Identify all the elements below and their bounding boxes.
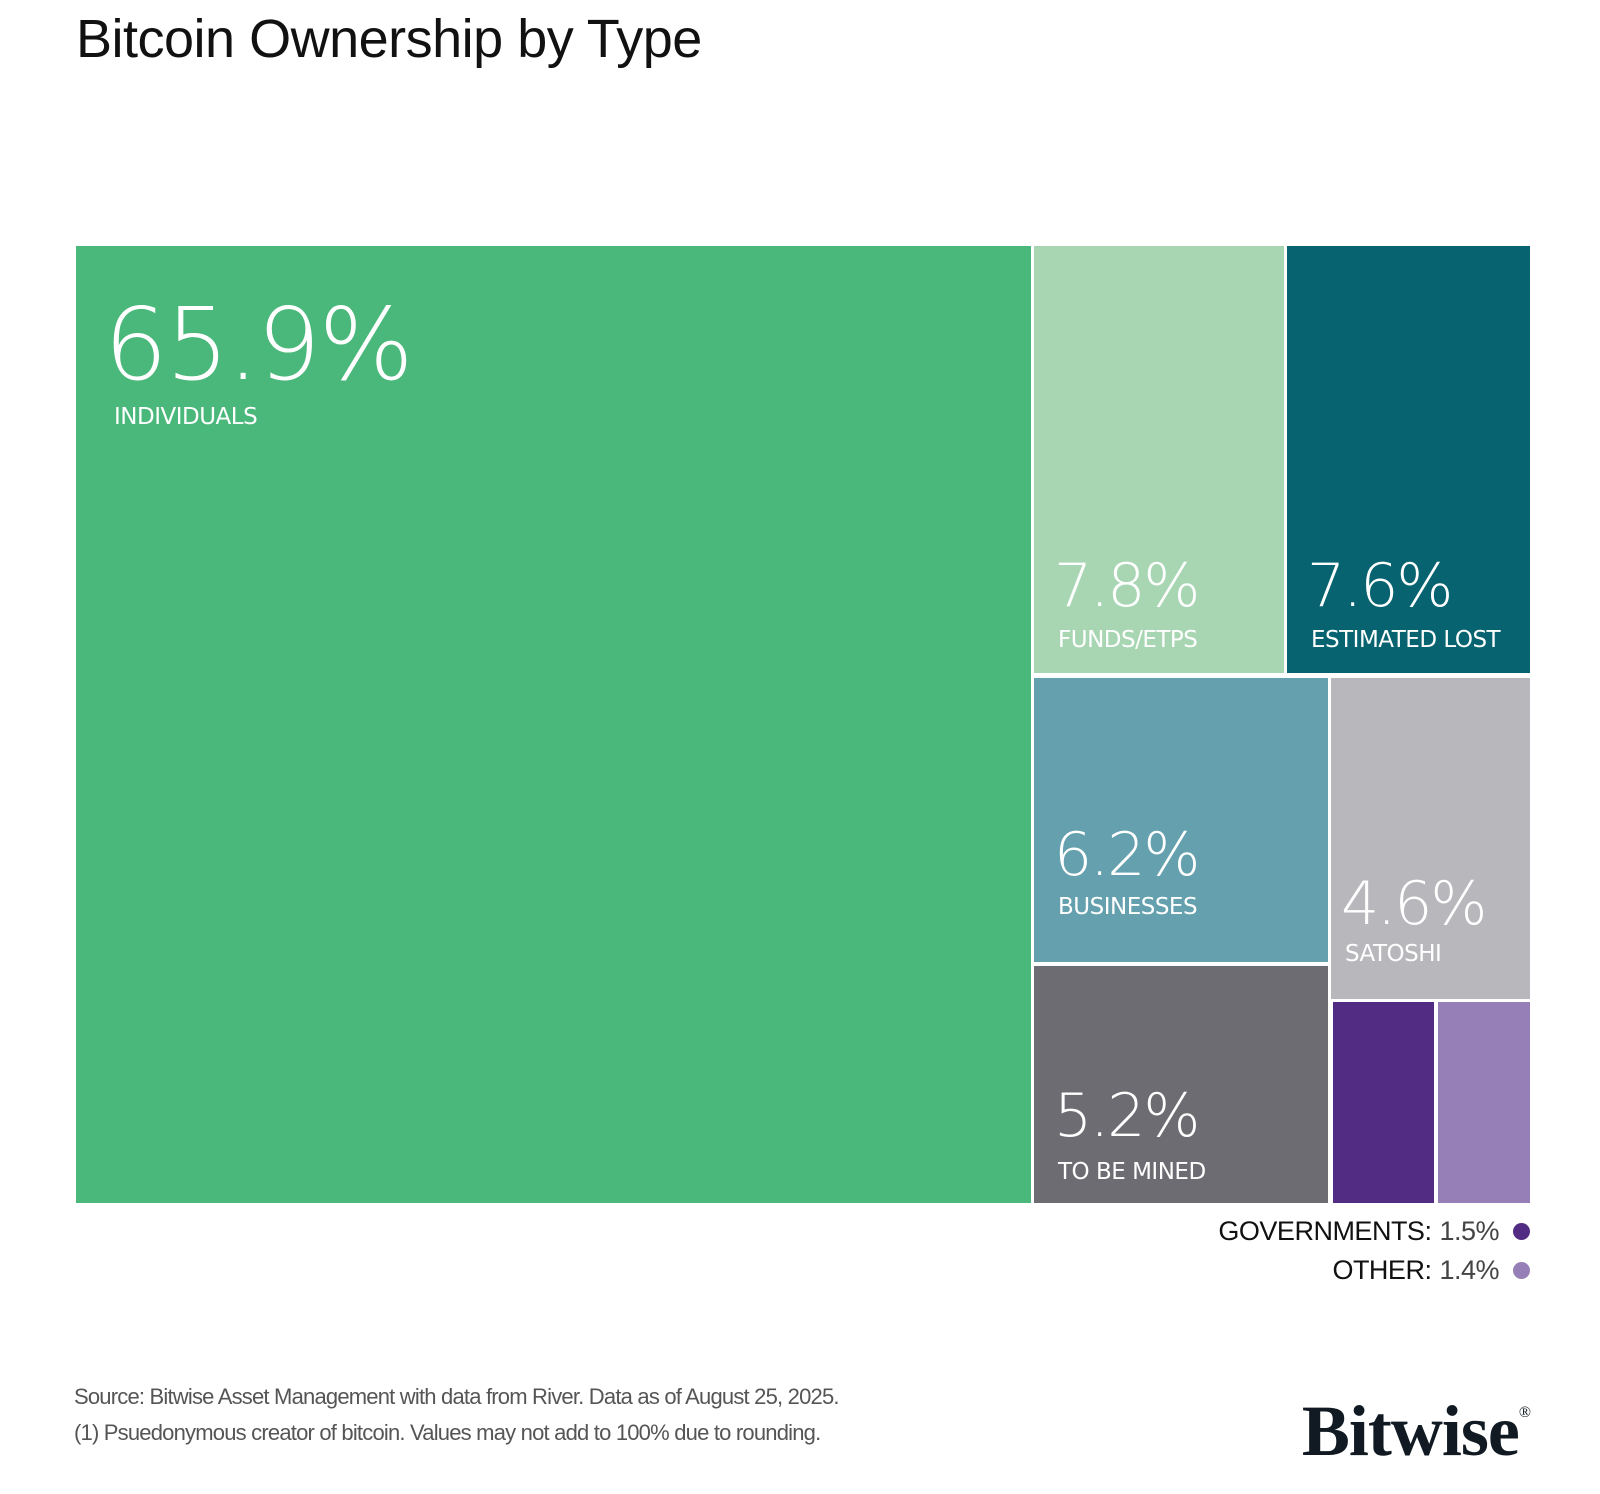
tile-value: 4.6% [1341, 869, 1487, 939]
tile-value: 6.2% [1054, 820, 1200, 890]
tile-individuals: 65.9% INDIVIDUALS [76, 246, 1031, 1203]
tile-funds-etps: 7.8% FUNDS/ETPS [1034, 246, 1284, 673]
tile-label: TO BE MINED [1058, 1159, 1206, 1185]
source-note: Source: Bitwise Asset Management with da… [74, 1384, 840, 1409]
legend-dot-icon [1513, 1262, 1530, 1279]
tile-businesses: 6.2% BUSINESSES [1034, 678, 1328, 962]
tile-value: 7.6% [1307, 551, 1453, 621]
tile-to-be-mined: 5.2% TO BE MINED [1034, 966, 1328, 1203]
tile-other [1438, 1002, 1530, 1203]
chart-title: Bitcoin Ownership by Type [76, 9, 702, 69]
tile-label: BUSINESSES [1058, 894, 1198, 920]
tile-label: SATOSHI [1345, 941, 1442, 967]
tile-value: 7.8% [1054, 551, 1200, 621]
tile-label: ESTIMATED LOST [1311, 627, 1501, 653]
legend-item-other: OTHER: 1.4% [1332, 1255, 1530, 1286]
registered-mark: ® [1518, 1404, 1531, 1421]
tile-label: INDIVIDUALS [114, 404, 258, 430]
bitwise-logo: Bitwise® [1301, 1390, 1531, 1473]
legend-value: 1.4% [1439, 1255, 1499, 1285]
footnote: (1) Psuedonymous creator of bitcoin. Val… [74, 1420, 821, 1445]
tile-governments [1333, 1002, 1434, 1203]
tile-label: FUNDS/ETPS [1058, 627, 1198, 653]
legend-label: GOVERNMENTS: [1218, 1216, 1432, 1246]
legend-value: 1.5% [1439, 1216, 1499, 1246]
legend-label: OTHER: [1332, 1255, 1432, 1285]
legend-dot-icon [1513, 1223, 1530, 1240]
logo-text: Bitwise [1301, 1391, 1520, 1471]
tile-estimated-lost: 7.6% ESTIMATED LOST [1287, 246, 1530, 673]
tile-satoshi: 4.6% SATOSHI [1331, 678, 1530, 999]
tile-value: 65.9% [104, 286, 414, 403]
legend-item-governments: GOVERNMENTS: 1.5% [1218, 1216, 1530, 1247]
tile-value: 5.2% [1054, 1081, 1200, 1151]
